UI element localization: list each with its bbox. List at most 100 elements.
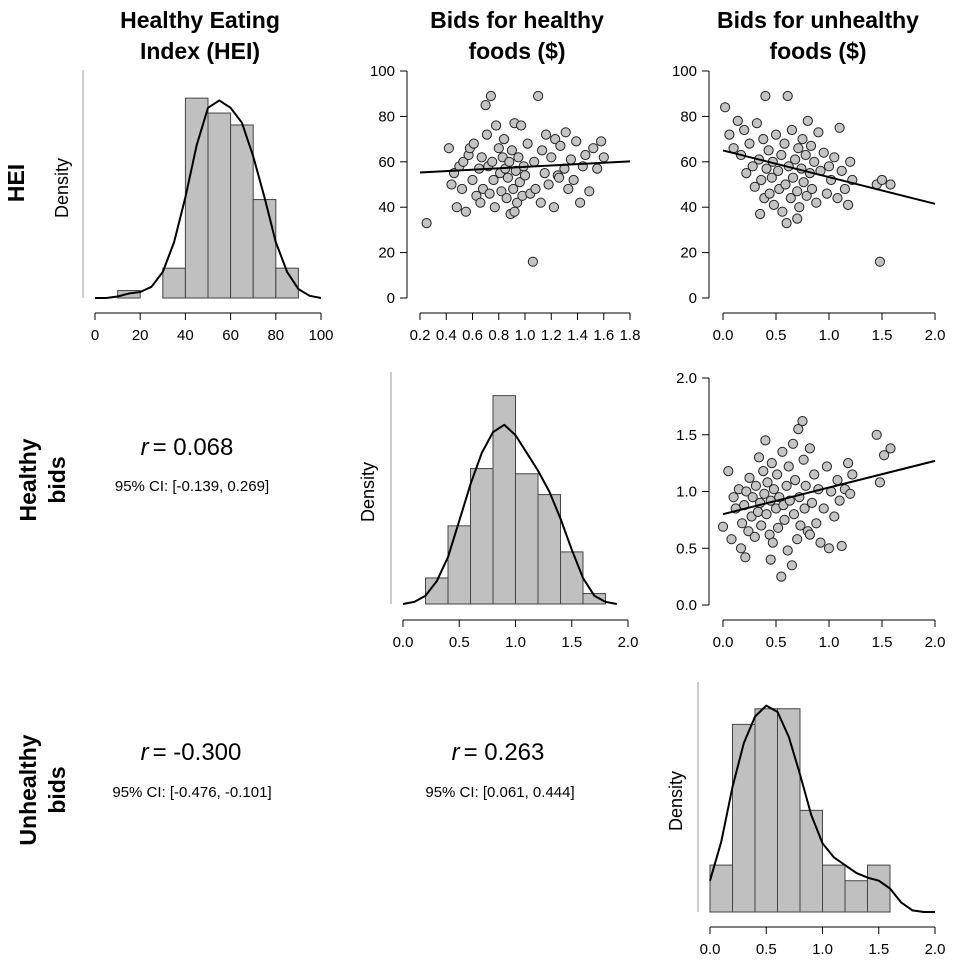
scatter-point (885, 443, 896, 454)
row-title-unhealthy-bids: Unhealthy bids (15, 734, 70, 845)
r-symbol: r (141, 739, 150, 766)
x-tick-label: 0.4 (436, 327, 457, 344)
scatter-point (792, 534, 803, 545)
scatter-point (508, 183, 519, 195)
scatter-point (493, 143, 504, 154)
scatter-point (555, 140, 566, 151)
scatter-point (871, 429, 882, 440)
scatter-point (779, 138, 790, 149)
scatter-point (741, 486, 752, 497)
x-axis: 0.0 0.5 1.0 1.5 2.0 (713, 312, 945, 344)
x-tick-label: 1.5 (868, 941, 889, 958)
x-tick-label: 60 (222, 327, 239, 344)
title-line: Index (HEI) (140, 38, 260, 64)
histogram-bar (799, 809, 823, 913)
scatter-point (480, 100, 491, 111)
scatter-point (758, 466, 769, 477)
scatter-point (766, 458, 777, 469)
title-line: foods ($) (468, 38, 565, 64)
x-tick-label: 2.0 (925, 634, 946, 651)
histogram-bar (844, 880, 868, 913)
scatter-point (475, 197, 486, 208)
x-tick-label: 20 (132, 327, 149, 344)
scatter-point (843, 458, 854, 469)
scatter-point (879, 450, 890, 461)
x-tick-label: 0.0 (713, 327, 734, 344)
scatter-point (782, 90, 793, 102)
density-curve (95, 99, 322, 299)
scatter-point (809, 156, 820, 167)
scatter-point (575, 197, 586, 208)
scatter-point (506, 145, 517, 156)
density-label: Density (52, 158, 72, 218)
row-title-hei: HEI (3, 164, 29, 202)
confidence-interval: 95% CI: [-0.139, 0.269] (115, 478, 269, 495)
scatter-point (766, 172, 777, 183)
scatter-point (793, 143, 804, 154)
scatter-point (539, 168, 550, 179)
x-tick-label: 0.2 (410, 327, 431, 344)
y-tick-label: 20 (378, 245, 395, 262)
x-tick-label: 1.0 (515, 327, 536, 344)
histogram-bar (447, 525, 471, 605)
scatter-point (815, 537, 826, 548)
scatter-point (744, 472, 755, 483)
scatter-point (764, 188, 775, 199)
scatter-point (476, 152, 487, 163)
x-tick-label: 0.0 (700, 941, 721, 958)
trend-line (419, 160, 631, 174)
scatter-point (509, 206, 520, 217)
scatter-point (773, 165, 784, 176)
scatter-point (543, 179, 554, 190)
x-axis: 0.0 0.5 1.0 1.5 2.0 (393, 619, 638, 651)
scatter-point (598, 152, 609, 163)
scatter-point (781, 480, 792, 491)
scatter-point (522, 138, 533, 149)
trend-line (722, 459, 936, 516)
histogram-bar (582, 593, 606, 605)
row-title-healthy-bids: Healthy bids (15, 438, 70, 521)
scatter-point (489, 202, 500, 213)
y-axis: 0 20 40 60 80 100 (672, 63, 710, 307)
density-label: Density (666, 771, 686, 831)
scatter-point (485, 90, 496, 102)
scatter-point (811, 518, 822, 529)
y-tick-label: 40 (680, 199, 697, 216)
scatter-point (446, 179, 457, 190)
scatter-point (568, 174, 579, 186)
histogram-bar (867, 864, 891, 913)
scatter-point (800, 149, 811, 161)
scatter-point (773, 522, 784, 533)
scatter-point (747, 161, 758, 172)
x-tick-label: 0.6 (462, 327, 483, 344)
scatter-point (726, 534, 737, 545)
scatter-point (460, 206, 471, 217)
scatter-point (755, 208, 766, 220)
scatter-point (546, 152, 557, 163)
x-tick-label: 1.8 (620, 327, 641, 344)
r-symbol: r (141, 434, 150, 461)
scatter-point (874, 256, 886, 267)
scatter-point (584, 186, 595, 197)
scatter-point (588, 143, 599, 154)
scatter-point (488, 174, 499, 186)
scatter-point (724, 129, 735, 140)
scatter-point (458, 156, 469, 167)
unhealthy-bids-histogram-panel: Density 0.0 0.5 1.0 1.5 2.0 (666, 682, 945, 958)
x-tick-label: 2.0 (925, 941, 946, 958)
scatter-point (795, 520, 806, 531)
scatter-point (737, 518, 748, 529)
scatter-point (801, 190, 812, 201)
scatter-point (804, 443, 816, 454)
scatter-point (843, 199, 854, 210)
title-line: Healthy Eating (120, 7, 280, 33)
title-line: bids (44, 456, 70, 503)
scatter-point (787, 172, 799, 183)
scatter-point (571, 136, 582, 147)
histogram-bar (230, 124, 254, 299)
scatter-point (876, 174, 888, 186)
scatter-point (823, 543, 835, 554)
density-label: Density (358, 462, 378, 522)
scatter-point (829, 511, 840, 522)
scatter-point (798, 454, 809, 465)
